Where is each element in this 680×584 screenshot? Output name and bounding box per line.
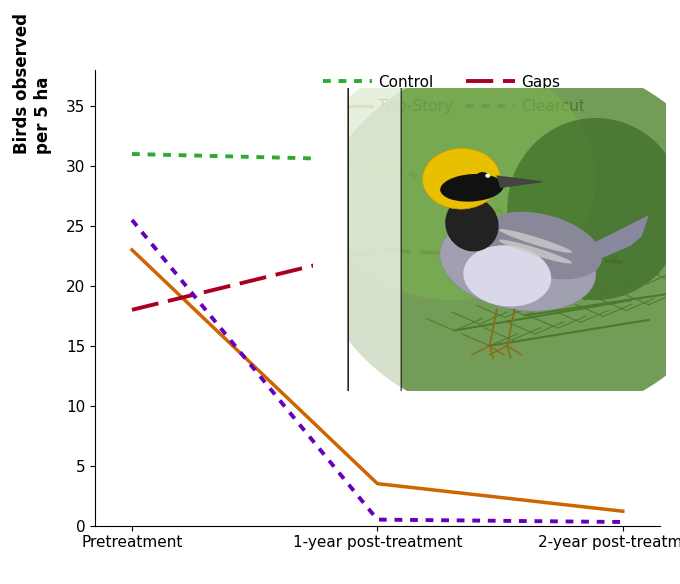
- Polygon shape: [496, 176, 543, 188]
- Ellipse shape: [499, 229, 572, 253]
- Polygon shape: [589, 215, 649, 260]
- Ellipse shape: [313, 57, 680, 422]
- Clearcut: [619, 519, 627, 526]
- Line: Clearcut: Clearcut: [132, 220, 623, 522]
- Control: [619, 258, 627, 265]
- Line: Control: Control: [132, 154, 623, 262]
- Clearcut: [373, 516, 381, 523]
- Line: Two-Story: Two-Story: [132, 250, 623, 511]
- Gaps: [373, 246, 381, 253]
- Circle shape: [486, 173, 490, 178]
- Ellipse shape: [507, 118, 680, 300]
- Ellipse shape: [483, 211, 602, 279]
- Ellipse shape: [422, 148, 500, 209]
- Ellipse shape: [440, 216, 596, 311]
- Ellipse shape: [440, 174, 504, 201]
- Legend: Control, Two-Story, Gaps, Clearcut: Control, Two-Story, Gaps, Clearcut: [318, 68, 591, 120]
- Circle shape: [475, 172, 490, 185]
- Y-axis label: Birds observed
per 5 ha: Birds observed per 5 ha: [14, 13, 52, 154]
- Ellipse shape: [445, 197, 498, 252]
- Gaps: [128, 307, 136, 314]
- FancyBboxPatch shape: [277, 57, 401, 422]
- Two-Story: [619, 507, 627, 515]
- Two-Story: [128, 246, 136, 253]
- Clearcut: [128, 217, 136, 224]
- Control: [128, 151, 136, 158]
- Line: Gaps: Gaps: [132, 250, 623, 310]
- Ellipse shape: [463, 245, 551, 307]
- Ellipse shape: [499, 239, 572, 263]
- Gaps: [619, 258, 627, 265]
- Control: [373, 157, 381, 164]
- Two-Story: [373, 480, 381, 487]
- FancyBboxPatch shape: [277, 57, 348, 422]
- Ellipse shape: [313, 57, 596, 300]
